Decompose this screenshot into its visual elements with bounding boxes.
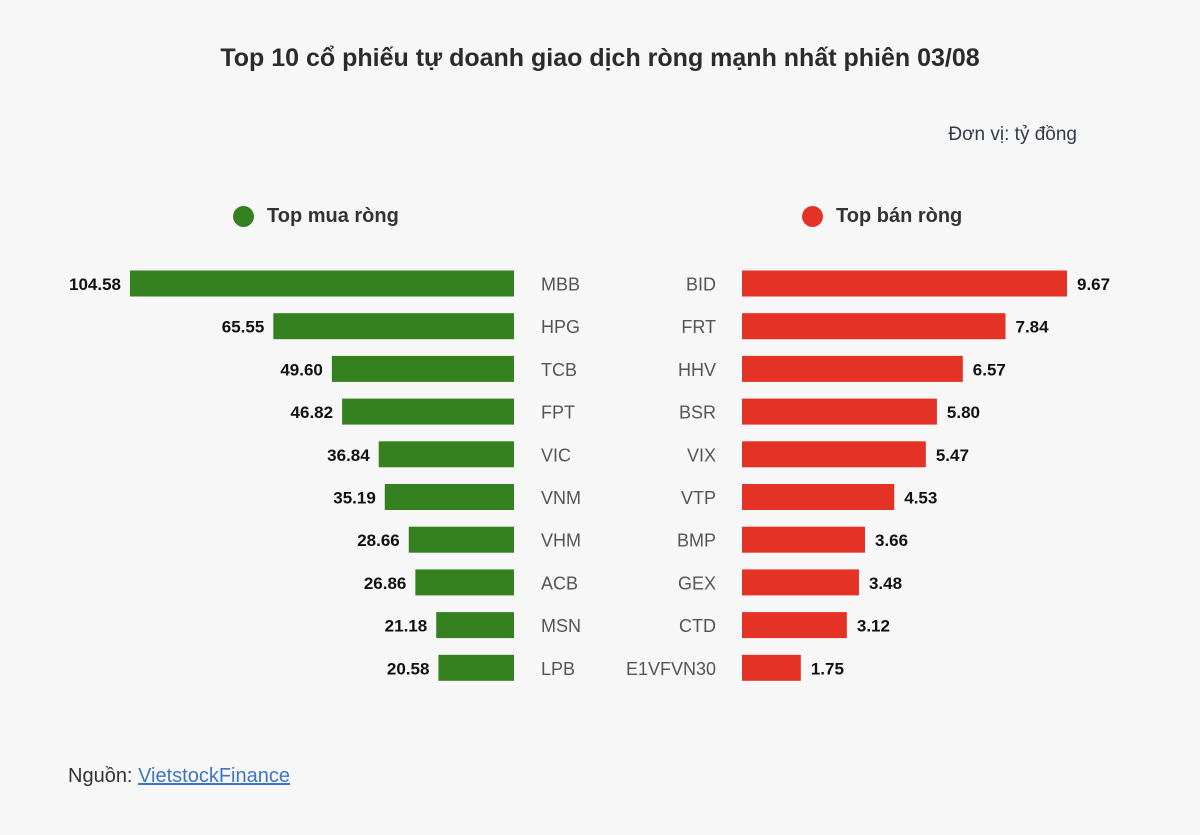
bar-buy-mbb [130,270,514,297]
category-label-sell: HHV [678,360,716,380]
unit-label: Đơn vị: tỷ đồng [948,124,1077,145]
category-label-sell: CTD [679,616,716,636]
bar-sell-frt [742,313,1006,340]
source-line: Nguồn: VietstockFinance [68,765,290,788]
bar-sell-hhv [742,355,963,382]
value-label-sell: 3.66 [875,531,908,550]
value-label-buy: 104.58 [69,275,121,294]
source-link[interactable]: VietstockFinance [138,765,290,787]
bar-buy-acb [415,569,514,596]
value-label-buy: 26.86 [364,574,407,593]
value-label-sell: 5.80 [947,403,980,422]
bar-sell-bmp [742,526,866,553]
value-label-sell: 4.53 [904,489,937,508]
value-label-sell: 9.67 [1077,275,1110,294]
category-label-sell: GEX [678,573,716,593]
value-label-buy: 65.55 [222,318,265,337]
category-label-sell: BSR [679,403,716,423]
category-label-buy: VHM [541,531,581,551]
value-label-sell: 6.57 [973,360,1006,379]
value-label-sell: 3.48 [869,574,902,593]
bar-buy-vic [378,441,514,468]
bar-buy-fpt [342,398,514,425]
value-label-sell: 5.47 [936,446,969,465]
value-label-sell: 7.84 [1015,318,1049,337]
bar-sell-ctd [742,612,847,639]
bar-buy-lpb [438,654,514,681]
bar-sell-bsr [742,398,937,425]
category-label-buy: FPT [541,403,575,423]
category-label-buy: TCB [541,360,577,380]
legend-buy-marker-icon [233,206,254,227]
legend-buy-label: Top mua ròng [267,205,399,227]
value-label-buy: 36.84 [327,446,370,465]
category-label-sell: E1VFVN30 [626,659,716,679]
value-label-sell: 3.12 [857,617,890,636]
category-label-buy: MSN [541,616,581,636]
value-label-buy: 20.58 [387,659,430,678]
value-label-buy: 28.66 [357,531,400,550]
category-label-buy: VIC [541,445,571,465]
bar-buy-msn [436,612,514,639]
category-label-buy: LPB [541,659,575,679]
value-label-buy: 46.82 [291,403,334,422]
category-label-sell: FRT [681,317,716,337]
bar-sell-e1vfvn30 [742,654,801,681]
value-label-sell: 1.75 [811,659,844,678]
source-label: Nguồn: [68,765,133,787]
category-label-buy: VNM [541,488,581,508]
bar-sell-vtp [742,484,895,510]
category-label-buy: MBB [541,275,580,295]
category-label-sell: BMP [677,531,716,551]
legend-sell: Top bán ròng [802,205,962,228]
legend-sell-label: Top bán ròng [836,205,963,227]
legend-sell-marker-icon [802,206,823,227]
bar-buy-vhm [408,526,514,553]
value-label-buy: 21.18 [385,617,428,636]
category-label-sell: VTP [681,488,716,508]
bar-buy-vnm [384,484,514,510]
bar-sell-bid [742,270,1067,297]
bar-sell-gex [742,569,859,596]
category-label-sell: BID [686,275,716,295]
value-label-buy: 49.60 [280,360,323,379]
category-label-buy: HPG [541,317,580,337]
chart-title: Top 10 cổ phiếu tự doanh giao dịch ròng … [220,44,980,72]
legend-buy: Top mua ròng [233,205,399,228]
category-label-buy: ACB [541,573,578,593]
bar-buy-hpg [273,313,514,340]
value-label-buy: 35.19 [333,489,376,508]
bar-buy-tcb [331,355,514,382]
bar-sell-vix [742,441,926,468]
category-label-sell: VIX [687,445,716,465]
